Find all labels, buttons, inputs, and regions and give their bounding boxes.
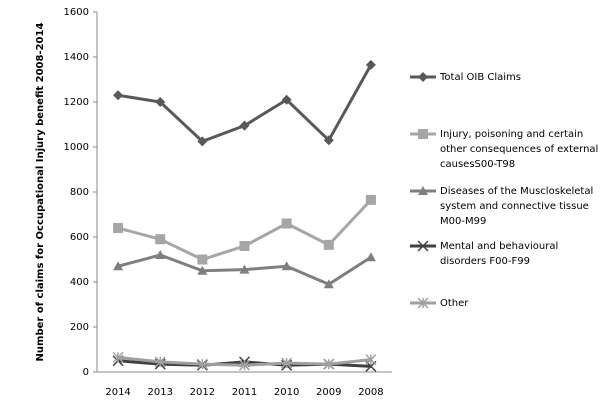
marker [365,252,376,262]
marker [418,129,428,139]
marker [155,234,166,245]
legend-label: Other [440,298,469,309]
y-tick-label: 400 [70,277,89,288]
marker [417,297,429,309]
marker [365,194,376,205]
y-tick-label: 0 [83,367,89,378]
x-tick-label: 2012 [190,387,215,398]
marker [155,250,166,259]
y-tick-label: 1600 [64,7,89,18]
marker [197,254,208,265]
legend-label: Diseases of the Muscloskeletal system an… [440,186,594,227]
y-axis-label: Number of claims for Occupational Injury… [35,23,46,362]
legend-swatch [410,297,436,309]
marker [197,136,208,147]
marker [112,351,124,363]
marker [239,120,250,131]
y-tick-label: 200 [70,322,89,333]
marker [154,356,166,368]
legend-swatch [410,240,436,252]
marker [281,357,293,369]
y-tick-label: 1000 [64,142,89,153]
x-tick-label: 2009 [316,387,341,398]
legend-label: Mental and behavioural disorders F00-F99 [440,241,559,267]
legend-swatch [410,186,436,195]
legend-label: Total OIB Claims [440,72,522,83]
legend-item: Diseases of the Muscloskeletal system an… [410,184,605,229]
x-tick-label: 2011 [232,387,257,398]
marker [281,261,292,271]
marker [113,90,124,101]
marker [323,358,335,370]
marker [418,72,428,82]
marker [281,94,292,105]
legend-item: Other [410,296,605,311]
marker [113,261,124,271]
marker [323,135,334,146]
x-tick-label: 2008 [358,387,383,398]
y-tick-label: 1200 [64,97,89,108]
y-tick-label: 800 [70,187,89,198]
marker [239,241,250,251]
marker [239,264,250,274]
legend-swatch [410,129,436,139]
legend-label: Injury, poisoning and certain other cons… [440,129,599,170]
legend-item: Total OIB Claims [410,70,605,85]
marker [323,279,334,289]
y-tick-label: 600 [70,232,89,243]
legend-item: Injury, poisoning and certain other cons… [410,127,605,172]
marker [155,97,166,107]
marker [418,186,428,195]
x-tick-label: 2010 [274,387,299,398]
legend-item: Mental and behavioural disorders F00-F99 [410,239,605,269]
marker [197,265,208,275]
marker [417,240,429,252]
x-tick-label: 2014 [105,387,130,398]
marker [365,354,377,366]
marker [113,223,124,233]
marker [365,59,376,70]
x-tick-label: 2013 [147,387,172,398]
legend-swatch [410,72,436,82]
marker [196,358,208,370]
marker [281,218,292,229]
y-tick-label: 1400 [64,52,89,63]
marker [238,359,251,371]
marker [323,239,334,250]
